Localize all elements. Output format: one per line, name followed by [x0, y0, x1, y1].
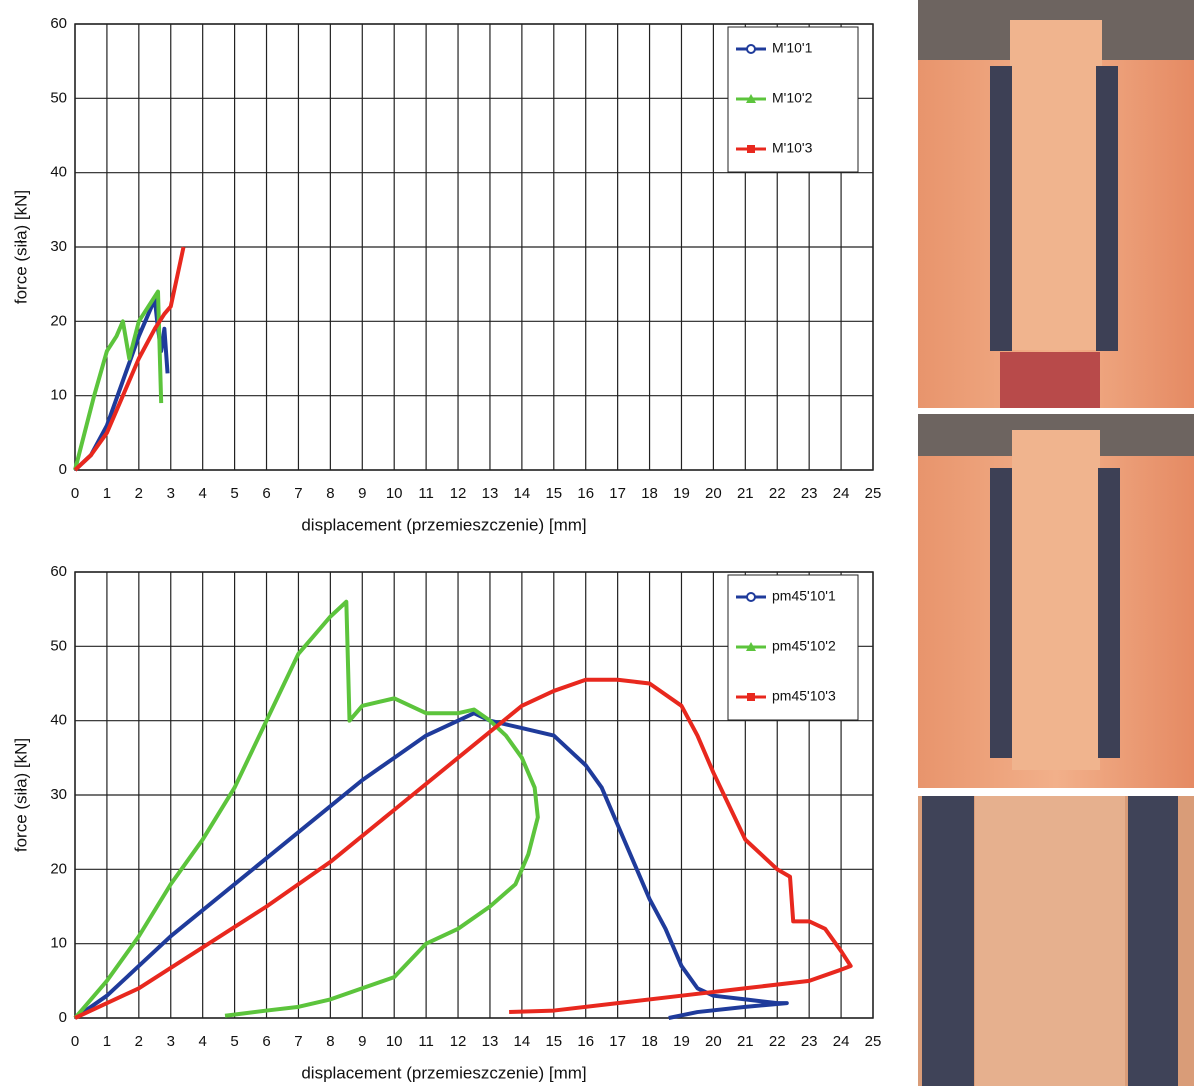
x-tick-label: 12 [450, 485, 467, 502]
x-tick-label: 20 [705, 1033, 722, 1050]
x-tick-label: 0 [71, 1033, 79, 1050]
x-tick-label: 17 [609, 1033, 626, 1050]
x-tick-label: 6 [262, 1033, 270, 1050]
x-tick-label: 10 [386, 485, 403, 502]
y-tick-label: 60 [50, 15, 67, 32]
y-tick-label: 20 [50, 860, 67, 877]
x-tick-label: 24 [833, 485, 850, 502]
y-tick-label: 10 [50, 935, 67, 952]
x-tick-label: 5 [230, 485, 238, 502]
legend-marker [747, 45, 755, 53]
legend-label: M'10'1 [772, 40, 813, 56]
x-tick-label: 11 [418, 485, 434, 502]
x-tick-label: 19 [673, 485, 690, 502]
y-tick-label: 50 [50, 637, 67, 654]
x-tick-label: 3 [167, 485, 175, 502]
x-tick-label: 24 [833, 1033, 850, 1050]
photo-3 [918, 796, 1194, 1086]
x-tick-label: 16 [577, 485, 594, 502]
y-tick-label: 30 [50, 238, 67, 255]
x-tick-label: 7 [294, 485, 302, 502]
legend: pm45'10'1 pm45'10'2 pm45'10'3 [728, 575, 858, 720]
x-tick-label: 3 [167, 1033, 175, 1050]
x-tick-label: 16 [577, 1033, 594, 1050]
y-axis-label: force (siła) [kN] [11, 190, 30, 304]
x-tick-label: 9 [358, 1033, 366, 1050]
x-tick-label: 19 [673, 1033, 690, 1050]
x-tick-label: 22 [769, 1033, 786, 1050]
x-tick-label: 7 [294, 1033, 302, 1050]
x-tick-label: 12 [450, 1033, 467, 1050]
legend-label: M'10'3 [772, 140, 813, 156]
x-tick-label: 13 [482, 1033, 499, 1050]
legend: M'10'1 M'10'2 M'10'3 [728, 27, 858, 172]
x-tick-label: 18 [641, 1033, 658, 1050]
x-tick-label: 6 [262, 485, 270, 502]
x-tick-label: 8 [326, 485, 334, 502]
x-tick-label: 13 [482, 485, 499, 502]
legend-label: pm45'10'1 [772, 588, 836, 604]
y-tick-label: 60 [50, 563, 67, 580]
x-axis-label: displacement (przemieszczenie) [mm] [301, 515, 586, 534]
x-tick-label: 0 [71, 485, 79, 502]
y-tick-label: 50 [50, 89, 67, 106]
photo-1 [918, 0, 1194, 408]
y-axis-label: force (siła) [kN] [11, 738, 30, 852]
x-tick-label: 15 [545, 1033, 562, 1050]
x-tick-label: 22 [769, 485, 786, 502]
y-tick-label: 40 [50, 164, 67, 181]
x-tick-label: 10 [386, 1033, 403, 1050]
y-tick-label: 40 [50, 712, 67, 729]
x-tick-label: 8 [326, 1033, 334, 1050]
x-tick-label: 11 [418, 1033, 434, 1050]
x-tick-label: 2 [135, 485, 143, 502]
x-tick-label: 23 [801, 1033, 818, 1050]
x-tick-label: 25 [865, 485, 882, 502]
legend-label: pm45'10'2 [772, 638, 836, 654]
x-tick-label: 21 [737, 485, 754, 502]
x-tick-label: 18 [641, 485, 658, 502]
y-tick-label: 30 [50, 786, 67, 803]
x-tick-label: 14 [514, 485, 531, 502]
legend-marker [747, 145, 755, 153]
x-tick-label: 20 [705, 485, 722, 502]
x-tick-label: 1 [103, 485, 111, 502]
legend-label: M'10'2 [772, 90, 813, 106]
x-tick-label: 15 [545, 485, 562, 502]
x-tick-label: 21 [737, 1033, 754, 1050]
photo-2 [918, 414, 1194, 788]
x-axis-label: displacement (przemieszczenie) [mm] [301, 1063, 586, 1082]
x-tick-label: 25 [865, 1033, 882, 1050]
x-tick-label: 2 [135, 1033, 143, 1050]
x-tick-label: 17 [609, 485, 626, 502]
legend-marker [747, 593, 755, 601]
x-tick-label: 1 [103, 1033, 111, 1050]
x-tick-label: 5 [230, 1033, 238, 1050]
x-tick-label: 4 [199, 485, 207, 502]
x-tick-label: 9 [358, 485, 366, 502]
x-tick-label: 4 [199, 1033, 207, 1050]
figure: 0102030405060012345678910111213141516171… [0, 0, 1194, 1086]
y-tick-label: 0 [59, 461, 67, 478]
x-tick-label: 23 [801, 485, 818, 502]
y-tick-label: 0 [59, 1009, 67, 1026]
legend-label: pm45'10'3 [772, 688, 836, 704]
x-tick-label: 14 [514, 1033, 531, 1050]
legend-marker [747, 693, 755, 701]
y-tick-label: 20 [50, 312, 67, 329]
y-tick-label: 10 [50, 387, 67, 404]
